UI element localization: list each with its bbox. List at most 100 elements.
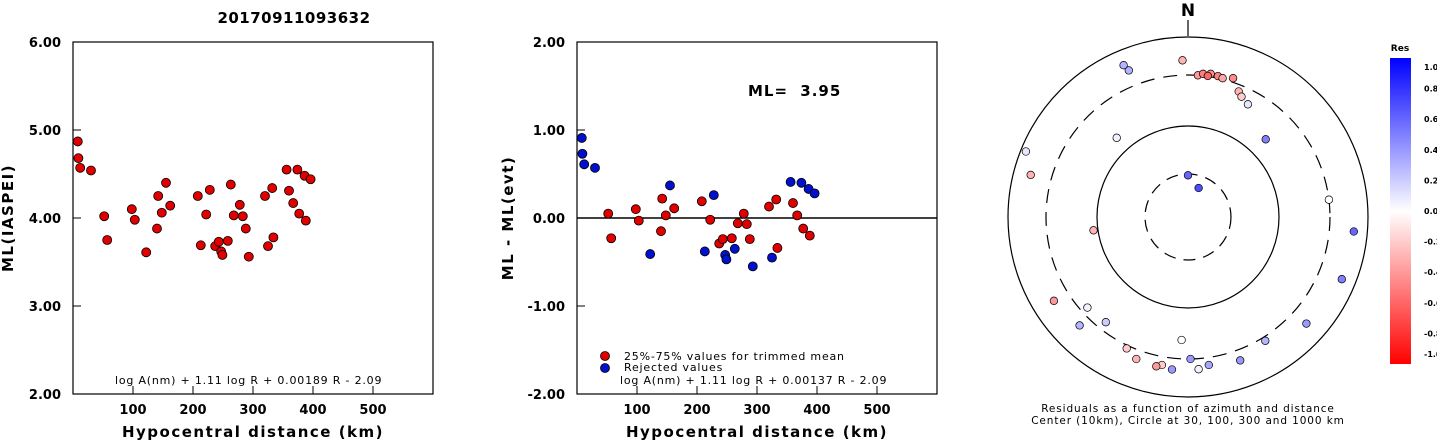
figure-title: 20170911093632 bbox=[217, 9, 370, 27]
azimuth-station-point bbox=[1218, 74, 1227, 83]
rejected-point bbox=[699, 246, 710, 257]
ml-distance-y-label: ML(IASPEI) bbox=[0, 164, 17, 272]
ml-distance-y-tick-label: 5.00 bbox=[29, 124, 61, 139]
trimmed-point bbox=[798, 223, 809, 234]
residual-x-tick-label: 500 bbox=[863, 403, 890, 418]
rejected-point bbox=[577, 148, 588, 159]
azimuth-station-point bbox=[1237, 92, 1246, 101]
azimuth-station-point bbox=[1178, 56, 1187, 65]
trimmed-point bbox=[603, 208, 614, 219]
ml-point bbox=[263, 241, 273, 252]
azimuth-station-point bbox=[1119, 61, 1128, 70]
ml-distance-formula: log A(nm) + 1.11 log R + 0.00189 R - 2.0… bbox=[115, 374, 382, 387]
azimuth-station-point bbox=[1186, 354, 1195, 364]
trimmed-point bbox=[772, 243, 783, 253]
rejected-point bbox=[721, 254, 732, 265]
trimmed-point bbox=[656, 226, 666, 237]
ml-point bbox=[288, 198, 299, 208]
circle-300km bbox=[1045, 74, 1331, 360]
residual-y-tick-label: 1.00 bbox=[533, 124, 565, 139]
colorbar-tick-label: 0.4 bbox=[1424, 146, 1437, 155]
ml-distance-x-tick-label: 100 bbox=[119, 403, 146, 418]
azimuth-station-point bbox=[1177, 335, 1186, 345]
residual-x-tick-label: 400 bbox=[803, 403, 830, 418]
azimuth-station-point bbox=[1243, 100, 1253, 109]
ml-point bbox=[152, 223, 162, 234]
legend-marker-trimmed bbox=[600, 351, 610, 361]
colorbar-tick-label: -0.8 bbox=[1424, 329, 1437, 338]
trimmed-point bbox=[738, 208, 749, 219]
azimuth-station-point bbox=[1236, 356, 1245, 365]
trimmed-point bbox=[732, 218, 743, 229]
azimuth-station-point bbox=[1122, 344, 1131, 353]
trimmed-point bbox=[804, 230, 815, 241]
ml-point bbox=[165, 200, 176, 211]
residual-distance-panel: 100 200 300 400 500 -2.00 -1.00 0.00 1.00 2.00 ML… bbox=[499, 36, 938, 441]
azimuth-station-point bbox=[1194, 183, 1203, 193]
ml-distance-plot-frame bbox=[72, 41, 434, 395]
residual-y-tick-label: -2.00 bbox=[528, 388, 565, 403]
ml-point bbox=[237, 211, 248, 222]
ml-point bbox=[201, 209, 212, 220]
ml-value: 3.95 bbox=[800, 82, 841, 100]
residual-x-tick-label: 100 bbox=[623, 403, 650, 418]
ml-point bbox=[86, 165, 96, 176]
trimmed-point bbox=[657, 193, 668, 204]
residual-x-tick-label: 300 bbox=[743, 403, 770, 418]
trimmed-point bbox=[696, 196, 707, 207]
ml-label: ML= bbox=[748, 82, 788, 100]
trimmed-point bbox=[771, 194, 782, 205]
colorbar-gradient bbox=[1390, 58, 1411, 364]
colorbar-tick-label: 1.0 bbox=[1424, 63, 1437, 72]
colorbar-ticks: 1.0 0.8 0.6 0.4 0.2 0.0 -0.2 -0.4 -0.6 -0.8 -1.0 bbox=[1424, 63, 1437, 359]
residual-x-label: Hypocentral distance (km) bbox=[626, 423, 888, 441]
ml-point bbox=[300, 215, 311, 226]
ml-point bbox=[268, 232, 279, 243]
ml-point bbox=[75, 162, 86, 173]
ml-value-label: ML= 3.95 bbox=[748, 82, 841, 100]
ml-point bbox=[243, 251, 254, 262]
rejected-point bbox=[809, 188, 820, 199]
ml-point bbox=[99, 211, 110, 222]
colorbar-tick-label: 0.2 bbox=[1424, 176, 1437, 185]
azimuth-caption-2: Center (10km), Circle at 30, 100, 300 an… bbox=[1031, 415, 1345, 427]
azimuth-station-point bbox=[1204, 360, 1213, 370]
legend-label-trimmed: 25%-75% values for trimmed mean bbox=[624, 350, 845, 363]
azimuth-station-point bbox=[1228, 74, 1238, 83]
residual-ticks: 100 200 300 400 500 -2.00 -1.00 0.00 1.00 2.00 bbox=[528, 36, 891, 418]
ml-point bbox=[225, 179, 236, 190]
azimuth-station-point bbox=[1203, 71, 1212, 81]
rejected-point bbox=[729, 243, 740, 254]
ml-point bbox=[281, 164, 292, 175]
ml-distance-x-tick-label: 300 bbox=[239, 403, 266, 418]
trimmed-point bbox=[630, 204, 641, 215]
colorbar-tick-label: 0.6 bbox=[1424, 115, 1437, 124]
ml-distance-x-tick-label: 200 bbox=[179, 403, 206, 418]
azimuth-station-point bbox=[1183, 171, 1193, 180]
legend-label-rejected: Rejected values bbox=[624, 361, 723, 374]
ml-point bbox=[204, 184, 215, 195]
ml-point bbox=[195, 240, 206, 251]
azimuth-station-point bbox=[1261, 135, 1270, 144]
circle-30km bbox=[1144, 173, 1232, 261]
ml-point bbox=[156, 207, 167, 218]
rejected-point bbox=[767, 252, 777, 263]
rejected-point bbox=[785, 177, 796, 187]
residual-points bbox=[576, 133, 820, 272]
trimmed-point bbox=[792, 210, 803, 221]
colorbar-tick-label: 0.8 bbox=[1424, 85, 1437, 94]
colorbar-tick-label: -0.2 bbox=[1424, 238, 1437, 247]
ml-point bbox=[260, 191, 270, 201]
rejected-point bbox=[665, 180, 675, 191]
ml-distance-panel: 100 200 300 400 500 2.00 3.00 4.00 5.00 6.00 log … bbox=[0, 36, 434, 441]
ml-point bbox=[126, 204, 137, 215]
azimuth-panel: N Residuals as a function of azimuth and… bbox=[1007, 1, 1369, 427]
residual-formula: log A(nm) + 1.11 log R + 0.00137 R - 2.0… bbox=[620, 374, 887, 387]
azimuth-caption-1: Residuals as a function of azimuth and d… bbox=[1041, 403, 1335, 415]
azimuth-station-point bbox=[1112, 133, 1121, 142]
circle-100km bbox=[1096, 125, 1280, 309]
azimuth-station-point bbox=[1337, 275, 1346, 284]
ml-point bbox=[305, 174, 316, 185]
ml-point bbox=[292, 164, 303, 175]
